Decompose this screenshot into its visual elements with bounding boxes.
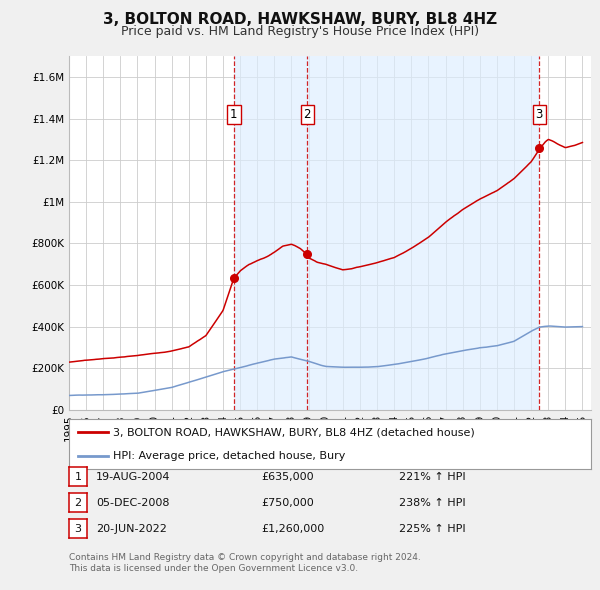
- Text: £750,000: £750,000: [261, 498, 314, 507]
- Text: Contains HM Land Registry data © Crown copyright and database right 2024.: Contains HM Land Registry data © Crown c…: [69, 553, 421, 562]
- Text: 2: 2: [304, 108, 311, 121]
- Text: 3: 3: [74, 524, 82, 533]
- Text: 238% ↑ HPI: 238% ↑ HPI: [399, 498, 466, 507]
- Text: £1,260,000: £1,260,000: [261, 524, 324, 533]
- Text: 2: 2: [74, 498, 82, 507]
- Text: 221% ↑ HPI: 221% ↑ HPI: [399, 472, 466, 481]
- Text: 1: 1: [230, 108, 238, 121]
- Text: This data is licensed under the Open Government Licence v3.0.: This data is licensed under the Open Gov…: [69, 565, 358, 573]
- Text: 225% ↑ HPI: 225% ↑ HPI: [399, 524, 466, 533]
- Text: 3, BOLTON ROAD, HAWKSHAW, BURY, BL8 4HZ: 3, BOLTON ROAD, HAWKSHAW, BURY, BL8 4HZ: [103, 12, 497, 27]
- Text: 19-AUG-2004: 19-AUG-2004: [96, 472, 170, 481]
- Text: Price paid vs. HM Land Registry's House Price Index (HPI): Price paid vs. HM Land Registry's House …: [121, 25, 479, 38]
- Text: 3, BOLTON ROAD, HAWKSHAW, BURY, BL8 4HZ (detached house): 3, BOLTON ROAD, HAWKSHAW, BURY, BL8 4HZ …: [113, 427, 475, 437]
- Text: 20-JUN-2022: 20-JUN-2022: [96, 524, 167, 533]
- Text: 05-DEC-2008: 05-DEC-2008: [96, 498, 170, 507]
- Text: 1: 1: [74, 472, 82, 481]
- Bar: [234, 56, 307, 410]
- Bar: [307, 56, 539, 410]
- Text: £635,000: £635,000: [261, 472, 314, 481]
- Text: HPI: Average price, detached house, Bury: HPI: Average price, detached house, Bury: [113, 451, 346, 461]
- Text: 3: 3: [535, 108, 543, 121]
